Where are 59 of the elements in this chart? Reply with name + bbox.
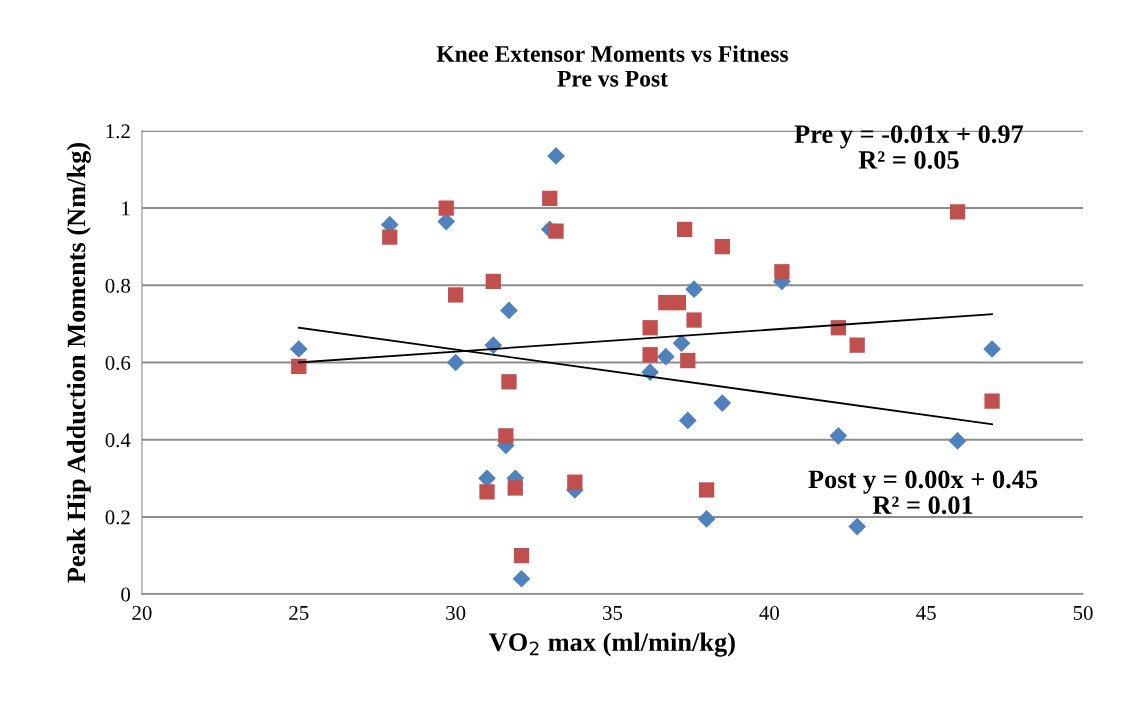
x-tick-label: 30 [446,605,466,620]
point [382,229,398,245]
x-tick-label: 40 [759,605,779,620]
point [672,334,691,353]
point [479,484,495,500]
point [848,517,867,536]
y-tick-label: 0.4 [105,433,131,448]
point [498,428,514,444]
point [949,204,966,220]
x-tick-label: 20 [132,605,152,620]
point [542,190,558,207]
x-tick-label: 50 [1073,605,1093,620]
chart-title: Knee Extensor Moments vs Fitness Pre vs Post [436,45,789,87]
point [678,411,697,430]
point [698,482,715,498]
point [289,340,308,358]
point [680,352,696,369]
point [548,223,564,239]
point [713,394,732,412]
x-axis-title: VO$_{2}$ max (ml/min/kg) [489,632,735,657]
point [697,510,716,528]
point [507,480,523,496]
annotation: Pre y = -0.01x + 0.97 R² = 0.05 [794,125,1024,169]
point [501,374,517,390]
point [948,432,967,450]
point [291,358,307,375]
y-tick-label: 0.6 [105,355,131,371]
point [677,221,693,237]
x-tick-label: 45 [916,606,936,620]
annotation: Post y = 0.00x + 0.45 R² = 0.01 [808,470,1038,515]
point [983,340,1001,358]
point [446,353,465,372]
point [567,474,583,490]
y-tick-label: 1.2 [106,124,130,139]
y-tick-label: 0.2 [105,510,130,525]
point [774,264,790,280]
point [984,393,1000,409]
point [547,147,565,165]
point [829,427,848,445]
point [685,280,703,298]
y-tick-label: 0.8 [105,278,131,293]
point [849,337,865,353]
y-tick-label: 1 [122,201,130,216]
x-tick-label: 25 [289,605,309,620]
point [438,200,454,216]
point [670,295,687,311]
point [656,347,675,366]
point [485,273,501,290]
point [448,287,464,303]
y-tick-label: 0 [121,587,131,602]
point [714,239,730,255]
point [642,320,658,336]
y-axis-title: Peak Hip Adduction Moments (Nm/kg) [66,143,91,583]
x-tick-label: 35 [603,605,623,620]
point [642,347,658,363]
point [513,547,530,564]
point [500,301,518,320]
point [512,569,531,588]
point [686,312,702,328]
